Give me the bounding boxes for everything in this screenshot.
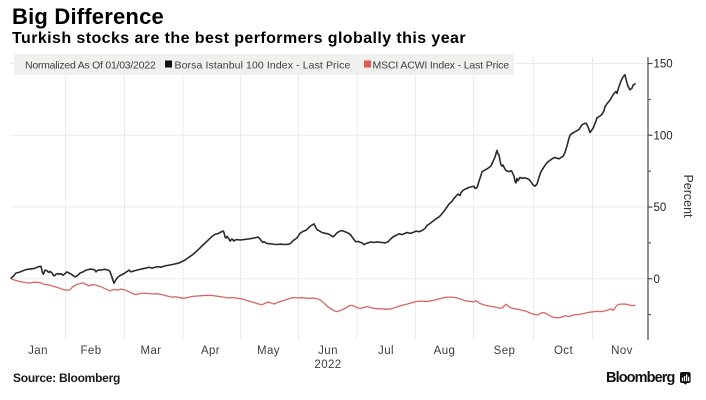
svg-text:Mar: Mar: [140, 345, 161, 357]
svg-text:0: 0: [654, 274, 660, 286]
svg-text:100: 100: [654, 130, 673, 142]
svg-text:Apr: Apr: [201, 345, 220, 357]
svg-text:Jun: Jun: [318, 345, 338, 357]
svg-text:Jul: Jul: [378, 345, 394, 357]
svg-text:Oct: Oct: [554, 345, 573, 357]
svg-text:May: May: [257, 345, 280, 357]
svg-text:Nov: Nov: [611, 345, 633, 357]
svg-text:2022: 2022: [314, 359, 341, 371]
svg-text:150: 150: [654, 59, 673, 71]
svg-text:Borsa Istanbul 100 Index - Las: Borsa Istanbul 100 Index - Last Price: [175, 60, 351, 72]
svg-text:Jan: Jan: [28, 345, 48, 357]
svg-text:50: 50: [654, 202, 667, 214]
svg-text:Feb: Feb: [80, 345, 101, 357]
svg-text:Percent: Percent: [681, 174, 695, 218]
svg-text:MSCI ACWI Index - Last Price: MSCI ACWI Index - Last Price: [373, 60, 510, 72]
svg-text:Normalized As Of 01/03/2022: Normalized As Of 01/03/2022: [25, 60, 156, 72]
svg-text:Sep: Sep: [494, 345, 516, 357]
svg-text:Aug: Aug: [434, 345, 456, 357]
